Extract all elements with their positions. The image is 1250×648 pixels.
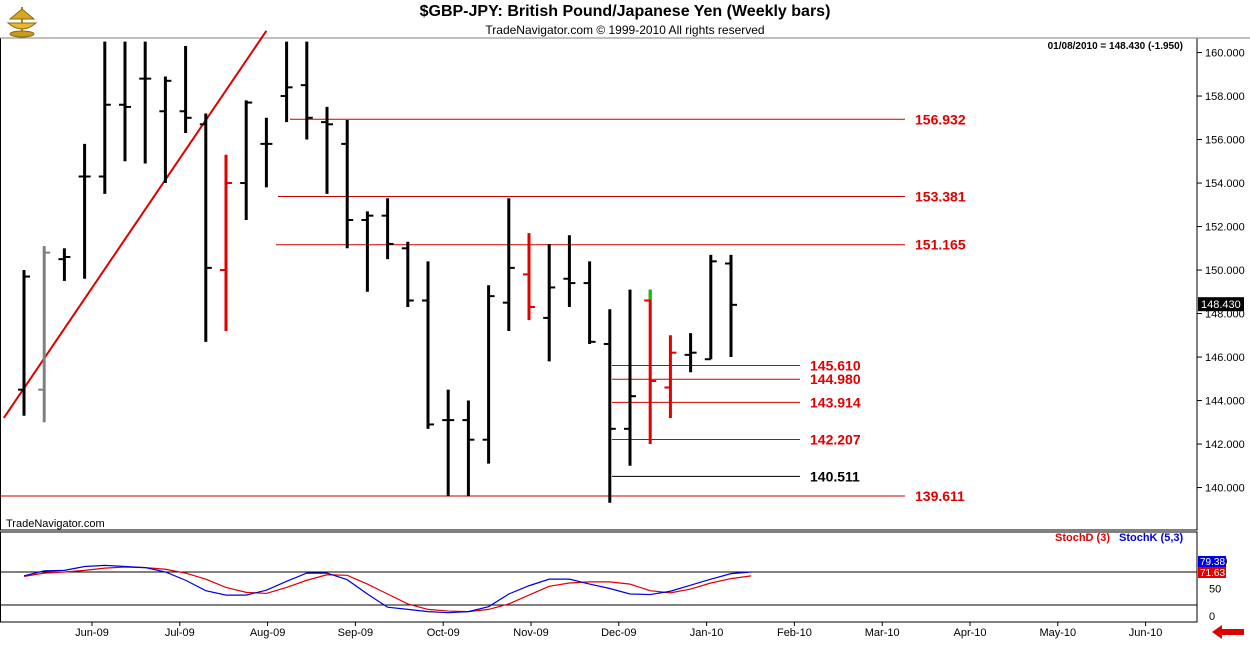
price-axis-tick-label: 142.000 bbox=[1205, 439, 1245, 451]
price-axis-tick-label: 158.000 bbox=[1205, 91, 1245, 103]
osc-last-value-label: 71.63 bbox=[1200, 568, 1225, 579]
level-label: 145.610 bbox=[810, 358, 861, 374]
price-axis-tick-label: 144.000 bbox=[1205, 396, 1245, 408]
level-label: 153.381 bbox=[915, 189, 966, 205]
price-axis-tick-label: 140.000 bbox=[1205, 483, 1245, 495]
x-axis-tick-label: Apr-10 bbox=[953, 627, 986, 639]
osc-last-value-box bbox=[1198, 556, 1226, 567]
x-axis-tick-label: Jul-09 bbox=[165, 627, 195, 639]
x-axis-tick-label: Feb-10 bbox=[777, 627, 812, 639]
level-label: 156.932 bbox=[915, 111, 966, 127]
x-axis-tick-label: Jun-10 bbox=[1129, 627, 1163, 639]
x-axis-tick-label: May-10 bbox=[1039, 627, 1076, 639]
price-axis-tick-label: 146.000 bbox=[1205, 352, 1245, 364]
osc-axis-tick-label: 0 bbox=[1209, 611, 1215, 623]
osc-last-value-label: 79.38 bbox=[1200, 557, 1225, 568]
x-axis-tick-label: Sep-09 bbox=[338, 627, 373, 639]
tradenavigator-logo-icon bbox=[4, 3, 40, 39]
trendline bbox=[2, 30, 268, 419]
x-axis-tick-label: Dec-09 bbox=[601, 627, 636, 639]
last-bar-info: 01/08/2010 = 148.430 (-1.950) bbox=[1048, 41, 1183, 52]
level-label: 143.914 bbox=[810, 394, 861, 410]
price-axis-tick-label: 154.000 bbox=[1205, 178, 1245, 190]
osc-axis-tick-label: 50 bbox=[1209, 584, 1221, 596]
watermark: TradeNavigator.com bbox=[6, 518, 105, 530]
price-axis-tick-label: 156.000 bbox=[1205, 135, 1245, 147]
osc-legend-entry: StochD (3) bbox=[1055, 532, 1110, 544]
level-label: 151.165 bbox=[915, 237, 966, 253]
level-label: 142.207 bbox=[810, 432, 861, 448]
price-axis-tick-label: 152.000 bbox=[1205, 222, 1245, 234]
osc-series-line bbox=[23, 564, 752, 614]
level-label: 144.980 bbox=[810, 371, 861, 387]
osc-legend-entry: StochK (5,3) bbox=[1119, 532, 1184, 544]
x-axis-tick-label: Mar-10 bbox=[865, 627, 900, 639]
oscillator-panel bbox=[0, 531, 1198, 623]
x-axis-tick-label: Aug-09 bbox=[250, 627, 285, 639]
osc-last-value-box bbox=[1198, 567, 1226, 578]
price-axis-tick-label: 150.000 bbox=[1205, 265, 1245, 277]
last-price-box bbox=[1198, 297, 1244, 312]
x-axis-tick-label: Jan-10 bbox=[690, 627, 724, 639]
x-axis-tick-label: Jun-09 bbox=[75, 627, 109, 639]
level-label: 139.611 bbox=[915, 488, 965, 504]
level-label: 140.511 bbox=[810, 468, 860, 484]
chart-subtitle: TradeNavigator.com © 1999-2010 All right… bbox=[485, 23, 765, 37]
x-axis-tick-label: Oct-09 bbox=[427, 627, 460, 639]
last-price-label: 148.430 bbox=[1201, 299, 1241, 311]
price-axis-tick-label: 148.000 bbox=[1205, 309, 1245, 321]
price-axis-tick-label: 160.000 bbox=[1205, 48, 1245, 60]
chart-title: $GBP-JPY: British Pound/Japanese Yen (We… bbox=[419, 3, 831, 20]
scroll-left-arrow-icon bbox=[1212, 625, 1244, 639]
x-axis-tick-label: Nov-09 bbox=[513, 627, 548, 639]
price-panel bbox=[0, 37, 1198, 531]
